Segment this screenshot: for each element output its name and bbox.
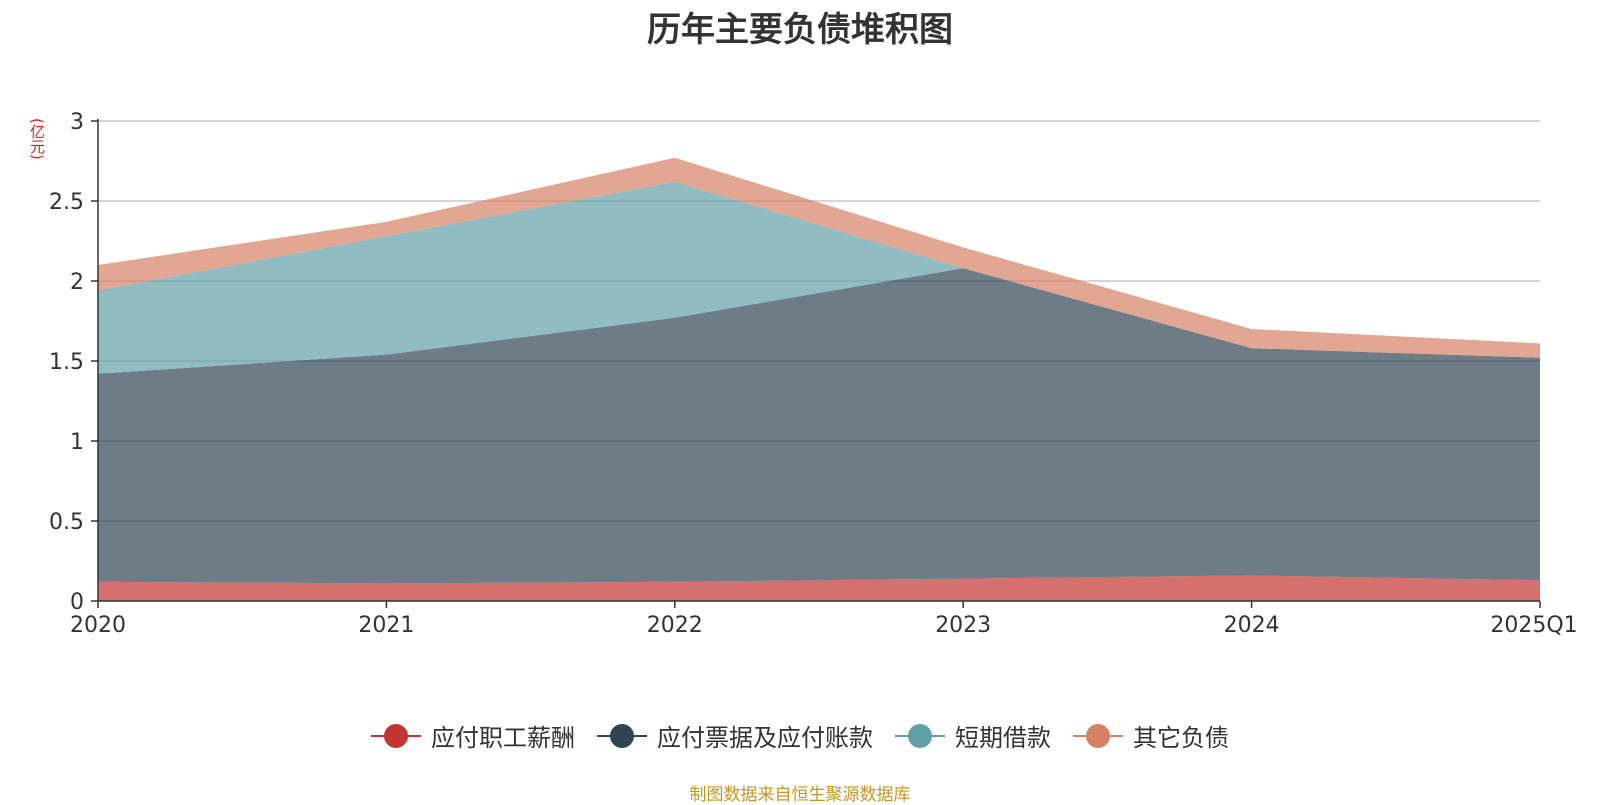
y-tick-label: 0.5 xyxy=(49,510,84,535)
legend-marker-icon xyxy=(895,723,945,749)
legend-item-notes-payable[interactable]: 应付票据及应付账款 xyxy=(597,718,873,753)
area-series xyxy=(98,157,1540,601)
legend-item-short-term-loans[interactable]: 短期借款 xyxy=(895,718,1051,753)
y-tick-label: 1 xyxy=(70,430,84,455)
x-tick-label: 2020 xyxy=(70,613,126,638)
area-series-0[interactable] xyxy=(98,575,1540,601)
x-tick-label: 2025Q1 xyxy=(1490,613,1577,638)
area-series-2[interactable] xyxy=(98,181,1540,374)
legend-marker-icon xyxy=(371,723,421,749)
legend-label: 应付票据及应付账款 xyxy=(657,724,873,752)
legend-marker-icon xyxy=(597,723,647,749)
legend-item-payroll[interactable]: 应付职工薪酬 xyxy=(371,718,575,753)
legend-item-other-liabilities[interactable]: 其它负债 xyxy=(1073,718,1229,753)
data-source-note: 制图数据来自恒生聚源数据库 xyxy=(689,785,911,805)
x-tick-label: 2023 xyxy=(935,613,991,638)
x-tick-label: 2021 xyxy=(358,613,414,638)
y-tick-labels: 0 0.5 1 1.5 2 2.5 3 xyxy=(49,110,98,615)
x-tick-label: 2024 xyxy=(1224,613,1280,638)
legend-label: 其它负债 xyxy=(1133,724,1229,752)
legend: 应付职工薪酬 应付票据及应付账款 短期借款 其它负债 xyxy=(0,718,1600,753)
y-tick-label: 2.5 xyxy=(49,190,84,215)
area-series-1[interactable] xyxy=(98,268,1540,584)
y-axis-unit-label: (亿元) xyxy=(28,118,46,160)
y-tick-label: 0 xyxy=(70,590,84,615)
legend-label: 短期借款 xyxy=(955,724,1051,752)
y-tick-label: 3 xyxy=(70,110,84,135)
chart-title: 历年主要负债堆积图 xyxy=(647,10,953,50)
legend-label: 应付职工薪酬 xyxy=(431,724,575,752)
x-tick-labels: 2020 2021 2022 2023 2024 2025Q1 xyxy=(70,601,1578,638)
area-series-3[interactable] xyxy=(98,157,1540,358)
x-tick-label: 2022 xyxy=(647,613,703,638)
legend-marker-icon xyxy=(1073,723,1123,749)
y-tick-label: 2 xyxy=(70,270,84,295)
y-tick-label: 1.5 xyxy=(49,350,84,375)
